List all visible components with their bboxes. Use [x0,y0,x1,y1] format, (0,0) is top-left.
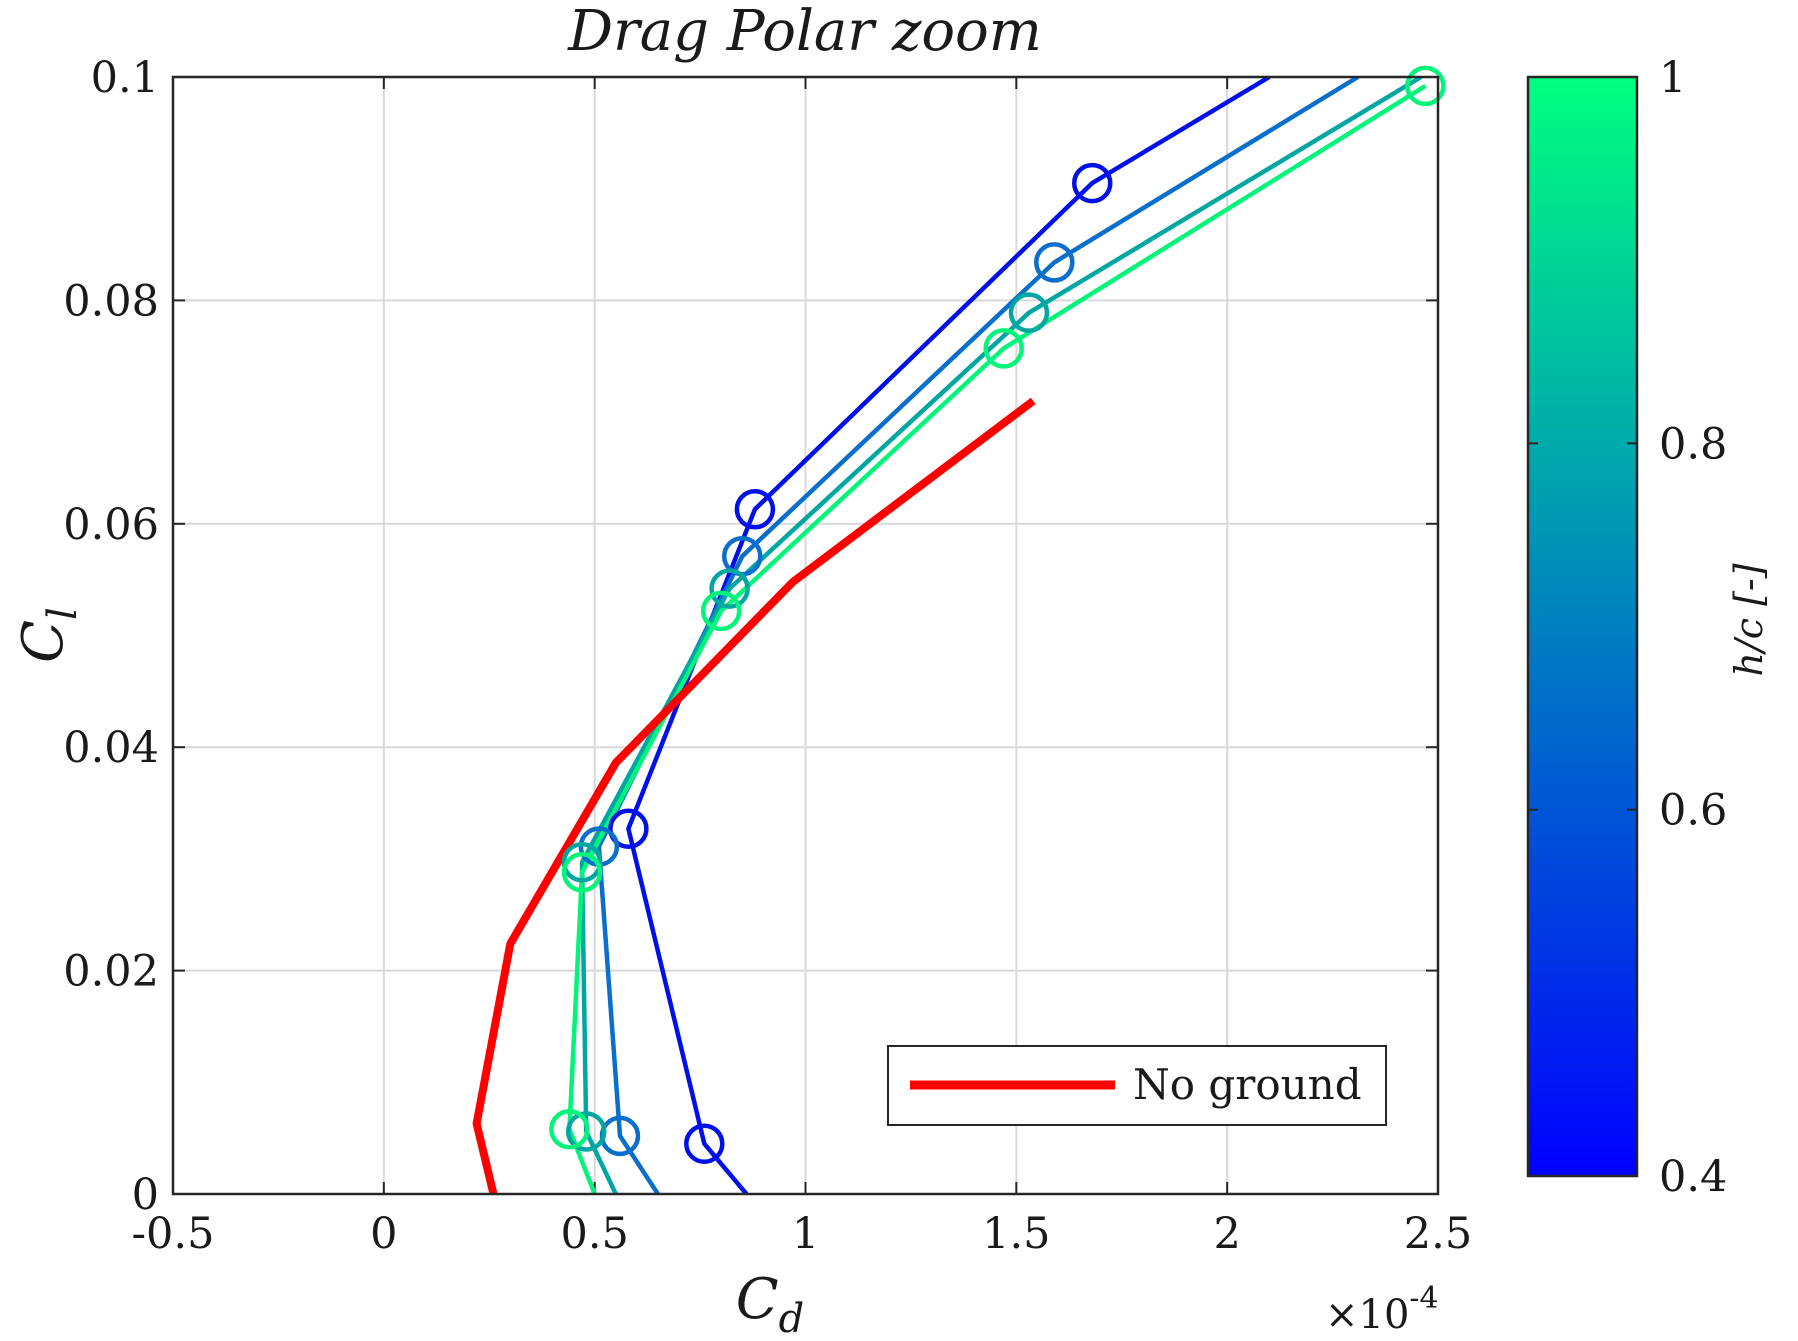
data-point-marker [1034,242,1075,283]
y-tick-label: 0 [132,1170,159,1220]
svg-text:Cl: Cl [11,607,86,663]
x-axis-exponent: ×10-4 [1325,1281,1439,1337]
colorbar-gradient [1526,75,1639,1178]
y-axis-label: Cl [11,607,86,663]
legend: No ground [887,1045,1387,1126]
x-tick-label: -0.5 [132,1209,215,1259]
colorbar-ticks: 0.4 0.6 0.8 1 [1528,53,1727,1202]
y-tick-label: 0.1 [91,53,159,103]
x-tick-label: 2.5 [1404,1209,1472,1259]
data-point-marker [1405,65,1446,107]
legend-label-no-ground: No ground [1133,1060,1362,1109]
data-point-marker [1071,162,1113,204]
colorbar-tick-label: 0.6 [1659,786,1727,836]
data-point-marker [561,842,603,883]
x-tick-label: 2 [1213,1209,1240,1259]
series-line-hc-1 [567,83,1427,1194]
x-axis-label: Cd [736,1267,804,1337]
svg-text:h/c [-]: h/c [-] [1727,563,1771,676]
data-point-marker [549,1108,590,1150]
axes-box [171,75,1440,1196]
y-tick-label: 0.04 [63,723,159,773]
marker-group [549,65,1446,1164]
colorbar-tick-label: 0.4 [1659,1152,1727,1202]
chart-title: Drag Polar zoom [567,0,1042,64]
x-tick-label: 1 [792,1209,819,1259]
y-tick-label: 0.02 [63,947,159,997]
x-tick-label: 0 [370,1209,397,1259]
data-point-marker [734,489,776,530]
colorbar-tick-label: 0.8 [1659,419,1727,469]
data-point-marker [565,1111,607,1152]
data-point-marker [983,328,1024,369]
series-group [472,77,1427,1194]
data-point-marker [1008,292,1050,333]
colorbar: 0.4 0.6 0.8 1 h/c [-] [1526,53,1771,1202]
data-point-marker [700,590,742,632]
data-point-marker [709,568,750,609]
x-tick-label: 0.5 [560,1209,628,1259]
y-tick-labels: 0 0.02 0.04 0.06 0.08 0.1 [63,53,159,1220]
series-line-no-ground [472,397,1036,1194]
colorbar-tick-label: 1 [1659,53,1686,103]
data-point-marker [684,1123,725,1164]
x-tick-labels: -0.5 0 0.5 1 1.5 2 2.5 [132,1209,1473,1259]
y-tick-label: 0.06 [63,500,159,550]
data-point-marker [561,852,603,893]
data-point-marker [608,808,649,849]
colorbar-label: h/c [-] [1727,563,1771,676]
y-tick-label: 0.08 [63,276,159,326]
x-tick-label: 1.5 [982,1209,1050,1259]
